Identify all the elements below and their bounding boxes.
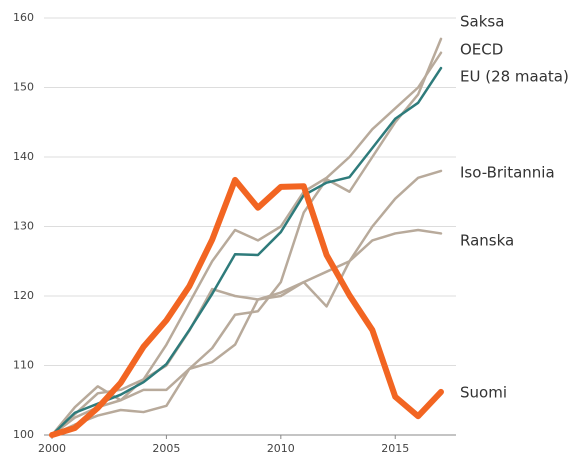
y-tick-label: 140 — [13, 150, 34, 163]
series-label: Saksa — [460, 13, 504, 31]
series-line — [50, 228, 443, 437]
x-tick-label: 2000 — [38, 442, 66, 454]
y-tick-label: 130 — [13, 220, 34, 233]
series-label: EU (28 maata) — [460, 68, 569, 86]
y-tick-label: 110 — [13, 359, 34, 372]
x-tick-label: 2010 — [267, 442, 295, 454]
series-line — [49, 176, 444, 438]
y-tick-label: 150 — [13, 81, 34, 94]
series-line — [50, 37, 443, 437]
series-label: OECD — [460, 41, 503, 59]
series-label: Ranska — [460, 232, 514, 250]
x-tick-label: 2015 — [381, 442, 409, 454]
series-label: Suomi — [460, 384, 507, 402]
y-tick-label: 100 — [13, 428, 34, 441]
series-label: Iso-Britannia — [460, 164, 555, 182]
series-line — [50, 51, 443, 437]
x-tick-label: 2005 — [152, 442, 180, 454]
y-tick-label: 160 — [13, 11, 34, 24]
series-line — [50, 66, 443, 437]
y-tick-label: 120 — [13, 289, 34, 302]
